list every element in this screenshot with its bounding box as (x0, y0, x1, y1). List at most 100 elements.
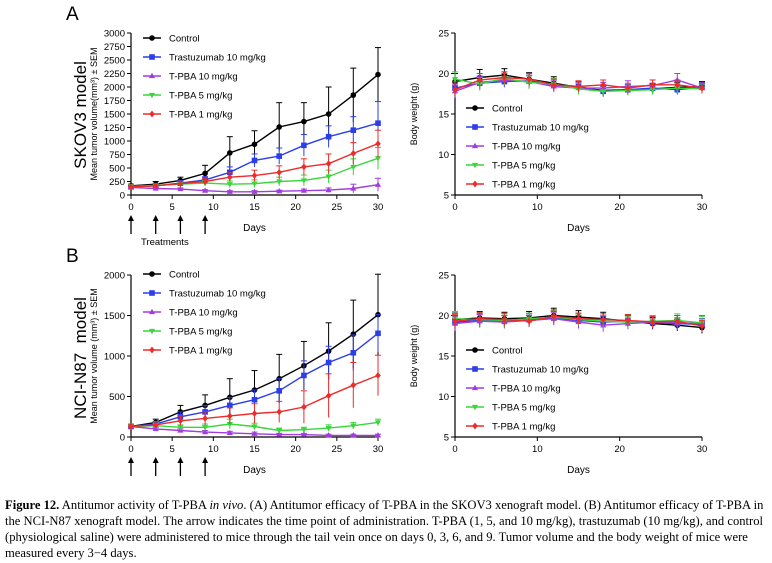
y-tick-label: 1000 (104, 352, 125, 363)
treatment-arrow (177, 457, 184, 476)
legend-item-t-pba-10-mg-kg: T-PBA 10 mg/kg (466, 384, 561, 395)
x-tick-label: 0 (128, 202, 133, 213)
data-point (374, 181, 382, 187)
series-t-pba-1-mg-kg (128, 129, 381, 191)
data-point (674, 76, 681, 83)
x-tick-label: 30 (697, 444, 708, 455)
data-point (227, 173, 233, 181)
legend-label: Control (169, 270, 200, 281)
treatment-arrow (152, 457, 159, 476)
data-point (325, 425, 332, 432)
data-point (227, 402, 233, 409)
arrow-head (202, 457, 209, 463)
legend-marker (472, 105, 478, 111)
y-tick-label: 25 (438, 271, 449, 282)
x-tick-label: 25 (332, 444, 343, 455)
legend-marker (148, 328, 156, 335)
legend-item-trastuzumab-10-mg-kg: Trastuzumab 10 mg/kg (466, 365, 589, 376)
figure-caption: Figure 12. Antitumor activity of T-PBA i… (5, 497, 767, 561)
x-axis-label: Days (243, 465, 266, 476)
legend-label: T-PBA 5 mg/kg (492, 403, 555, 414)
data-point (674, 317, 681, 325)
x-tick-label: 5 (170, 202, 175, 213)
legend-label: T-PBA 1 mg/kg (169, 346, 232, 357)
data-point (152, 182, 159, 190)
caption-label: Figure 12. (5, 498, 60, 512)
data-point (374, 420, 382, 426)
legend-marker (471, 384, 479, 391)
data-point (276, 188, 283, 194)
data-point (276, 179, 283, 185)
treatment-arrow (177, 215, 184, 234)
data-point (501, 316, 508, 323)
data-point (202, 415, 208, 422)
data-point (526, 75, 532, 83)
treatments-label-b: Treatments (141, 479, 189, 480)
y-tick-label: 1750 (104, 96, 125, 107)
data-point (699, 322, 705, 330)
legend-label: T-PBA 10 mg/kg (492, 384, 561, 395)
data-point (276, 388, 282, 394)
treatment-arrow (202, 457, 209, 476)
data-point (375, 71, 381, 78)
data-point (177, 425, 184, 431)
chart-weight-a: 5 10 15 20 25 0 10 20 30 Days Body weight (g) Contr… (409, 29, 707, 235)
y-tick-label: 250 (109, 177, 125, 188)
caption-italic: in vivo (209, 498, 244, 512)
y-tick-label: 5 (444, 191, 449, 202)
data-point (350, 423, 357, 429)
panel-label-b: B (66, 246, 79, 267)
data-point (251, 424, 258, 430)
legend-item-t-pba-1-mg-kg: T-PBA 1 mg/kg (466, 422, 555, 433)
data-point (177, 185, 184, 192)
legend-item-t-pba-5-mg-kg: T-PBA 5 mg/kg (143, 91, 232, 102)
x-tick-label: 15 (249, 444, 260, 455)
legend: Control Trastuzumab 10 mg/kg T-PBA 10 mg/k… (466, 346, 589, 433)
y-tick-label: 2000 (104, 271, 125, 282)
chart-tumor-b: 0 500 1000 1500 2000 0 5 10 15 20 25 30 Days Mean tum… (89, 270, 383, 477)
x-tick-label: 30 (697, 202, 708, 213)
y-tick-label: 15 (438, 110, 449, 121)
data-point (325, 133, 332, 140)
series-t-pba-1-mg-kg (128, 354, 381, 430)
data-point (276, 153, 282, 159)
data-point (374, 432, 382, 438)
data-point (476, 76, 483, 84)
data-point (325, 392, 332, 400)
legend: Control Trastuzumab 10 mg/kg T-PBA 10 mg/k… (466, 104, 589, 191)
x-tick-label: 10 (532, 202, 543, 213)
treatments-label-a: Treatments (141, 237, 189, 248)
data-point (276, 431, 283, 437)
legend-item-t-pba-1-mg-kg: T-PBA 1 mg/kg (143, 110, 232, 121)
data-point (350, 349, 357, 356)
y-axis-label: Body weight (g) (409, 83, 419, 146)
x-tick-label: 0 (128, 444, 133, 455)
chart-weight-b: 5 10 15 20 25 0 10 20 30 Days Body weight (g) Contr… (409, 271, 707, 477)
legend-item-t-pba-10-mg-kg: T-PBA 10 mg/kg (143, 308, 238, 319)
y-tick-label: 20 (438, 69, 449, 80)
data-point (325, 432, 332, 438)
data-point (226, 188, 233, 194)
legend-item-t-pba-1-mg-kg: T-PBA 1 mg/kg (466, 180, 555, 191)
arrow-head (202, 215, 209, 221)
series-t-pba-5-mg-kg (127, 418, 382, 434)
data-point (251, 141, 258, 148)
panel-label-a: A (66, 4, 79, 25)
legend-marker (472, 366, 478, 372)
data-point (202, 170, 208, 177)
data-point (600, 316, 606, 323)
x-tick-label: 30 (373, 444, 384, 455)
y-axis-label: Body weight (g) (409, 325, 419, 388)
legend-label: T-PBA 10 mg/kg (492, 142, 561, 153)
data-point (227, 150, 233, 156)
y-tick-label: 25 (438, 29, 449, 40)
x-tick-label: 30 (373, 202, 384, 213)
data-point (325, 160, 332, 168)
arrow-head (128, 215, 134, 221)
legend-label: Control (492, 104, 523, 115)
y-tick-label: 1500 (104, 110, 125, 121)
legend-marker (149, 35, 155, 41)
x-tick-label: 0 (452, 444, 457, 455)
data-point (625, 84, 631, 92)
series-t-pba-1-mg-kg (452, 309, 705, 332)
